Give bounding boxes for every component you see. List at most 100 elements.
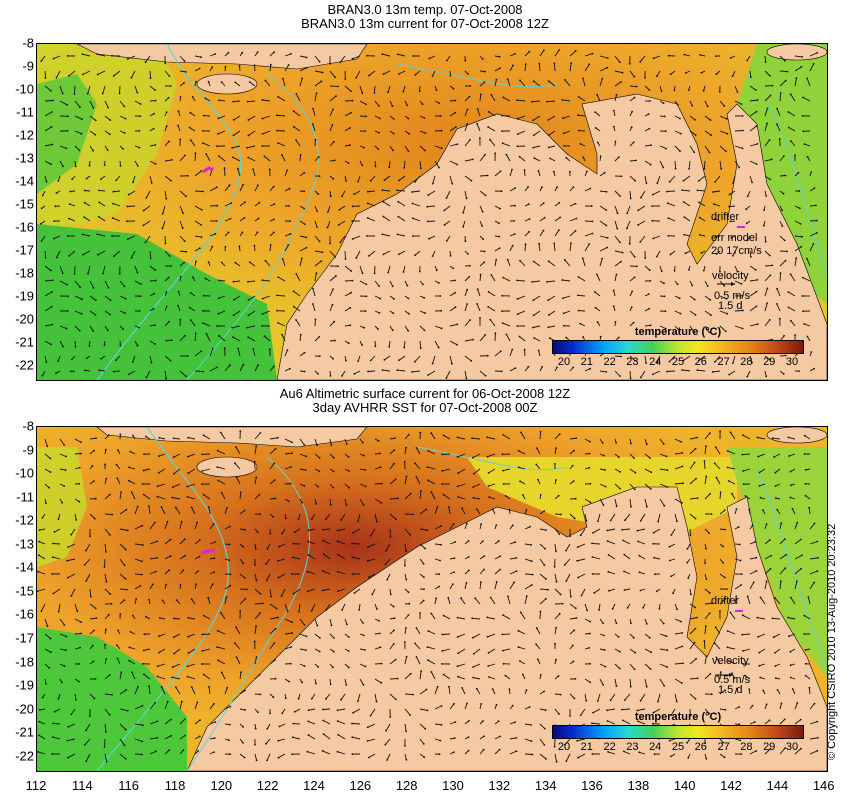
- current-vector-head: [317, 373, 319, 375]
- current-vector-head: [452, 87, 455, 90]
- current-vector-head: [292, 125, 295, 128]
- current-vector: [584, 188, 591, 192]
- current-vector-head: [531, 100, 533, 103]
- current-vector-head: [88, 345, 91, 347]
- current-vector-head: [558, 713, 560, 715]
- current-vector-head: [332, 470, 335, 473]
- current-vector: [564, 259, 571, 267]
- current-vector-head: [45, 682, 47, 685]
- current-vector: [764, 264, 773, 267]
- current-vector-head: [619, 471, 622, 473]
- current-vector: [533, 261, 541, 267]
- current-vector-head: [514, 53, 516, 55]
- current-vector-head: [709, 492, 711, 495]
- current-vector-head: [136, 91, 139, 94]
- current-vector: [179, 538, 186, 545]
- current-vector-head: [158, 617, 161, 619]
- current-vector-head: [748, 508, 751, 511]
- current-vector: [74, 340, 76, 347]
- current-vector: [85, 723, 91, 731]
- current-vector: [449, 292, 456, 297]
- current-vector: [179, 70, 186, 73]
- current-vector: [397, 369, 406, 372]
- current-vector-head: [419, 612, 421, 614]
- current-vector: [731, 493, 736, 500]
- current-vector-head: [124, 728, 127, 731]
- current-vector-head: [681, 682, 683, 684]
- current-vector-head: [555, 760, 558, 763]
- current-vector: [104, 738, 106, 748]
- current-vector-head: [136, 165, 139, 167]
- current-vector-head: [69, 190, 72, 193]
- current-vector: [434, 145, 442, 149]
- current-vector: [479, 94, 482, 102]
- current-vector: [284, 64, 289, 72]
- current-vector: [218, 155, 226, 162]
- current-vector: [809, 523, 815, 530]
- current-vector: [595, 307, 601, 312]
- current-vector-head: [252, 168, 255, 170]
- current-vector-head: [427, 659, 429, 662]
- current-vector-head: [295, 93, 298, 95]
- current-vector-head: [682, 179, 685, 182]
- current-vector: [773, 633, 781, 638]
- current-vector: [734, 265, 738, 272]
- current-vector-head: [790, 596, 792, 599]
- current-vector-head: [153, 112, 155, 115]
- current-vector-head: [487, 485, 490, 487]
- current-vector: [614, 235, 621, 243]
- current-vector: [674, 160, 677, 169]
- current-vector-head: [467, 749, 470, 752]
- current-vector-head: [648, 307, 650, 310]
- current-vector-head: [726, 466, 729, 469]
- current-vector: [457, 633, 466, 638]
- current-vector-head: [229, 217, 232, 220]
- current-vector-head: [347, 455, 350, 458]
- current-vector-head: [756, 436, 759, 439]
- current-vector-head: [806, 155, 809, 158]
- current-vector: [734, 280, 742, 285]
- current-vector: [269, 588, 272, 597]
- current-vector-head: [392, 118, 395, 120]
- current-vector-head: [511, 704, 514, 707]
- current-vector-head: [78, 680, 80, 683]
- current-vector-head: [131, 614, 134, 617]
- current-vector-head: [355, 76, 357, 79]
- current-vector-head: [770, 158, 773, 161]
- current-vector: [322, 708, 331, 710]
- current-vector-head: [776, 107, 778, 110]
- legend-tick-label: 27: [717, 741, 730, 753]
- current-vector: [404, 693, 414, 696]
- current-vector-head: [97, 215, 100, 218]
- current-vector-head: [66, 739, 69, 742]
- current-vector-head: [693, 151, 696, 154]
- current-vector: [357, 513, 361, 522]
- current-vector: [389, 100, 393, 107]
- current-vector: [644, 648, 652, 653]
- current-vector-head: [475, 687, 478, 690]
- current-vector-head: [774, 677, 777, 679]
- current-vector: [788, 127, 796, 132]
- current-vector-head: [585, 699, 588, 702]
- current-vector: [732, 355, 736, 364]
- current-vector-head: [351, 736, 354, 739]
- current-vector: [127, 55, 136, 60]
- current-vector-head: [652, 237, 655, 240]
- current-vector: [715, 627, 721, 635]
- current-vector: [232, 156, 241, 162]
- current-vector: [419, 558, 424, 564]
- current-vector-head: [500, 190, 503, 193]
- current-vector-head: [216, 466, 219, 468]
- current-vector-head: [708, 151, 711, 154]
- current-vector-head: [544, 547, 546, 550]
- current-vector-head: [479, 137, 481, 139]
- current-vector: [414, 643, 421, 650]
- current-vector-head: [345, 684, 348, 686]
- current-vector-head: [694, 697, 697, 700]
- current-vector-head: [439, 295, 442, 297]
- current-vector: [464, 175, 472, 181]
- current-vector-head: [816, 540, 819, 543]
- current-vector: [509, 367, 516, 372]
- current-vector-head: [116, 657, 119, 660]
- current-vector: [194, 190, 203, 192]
